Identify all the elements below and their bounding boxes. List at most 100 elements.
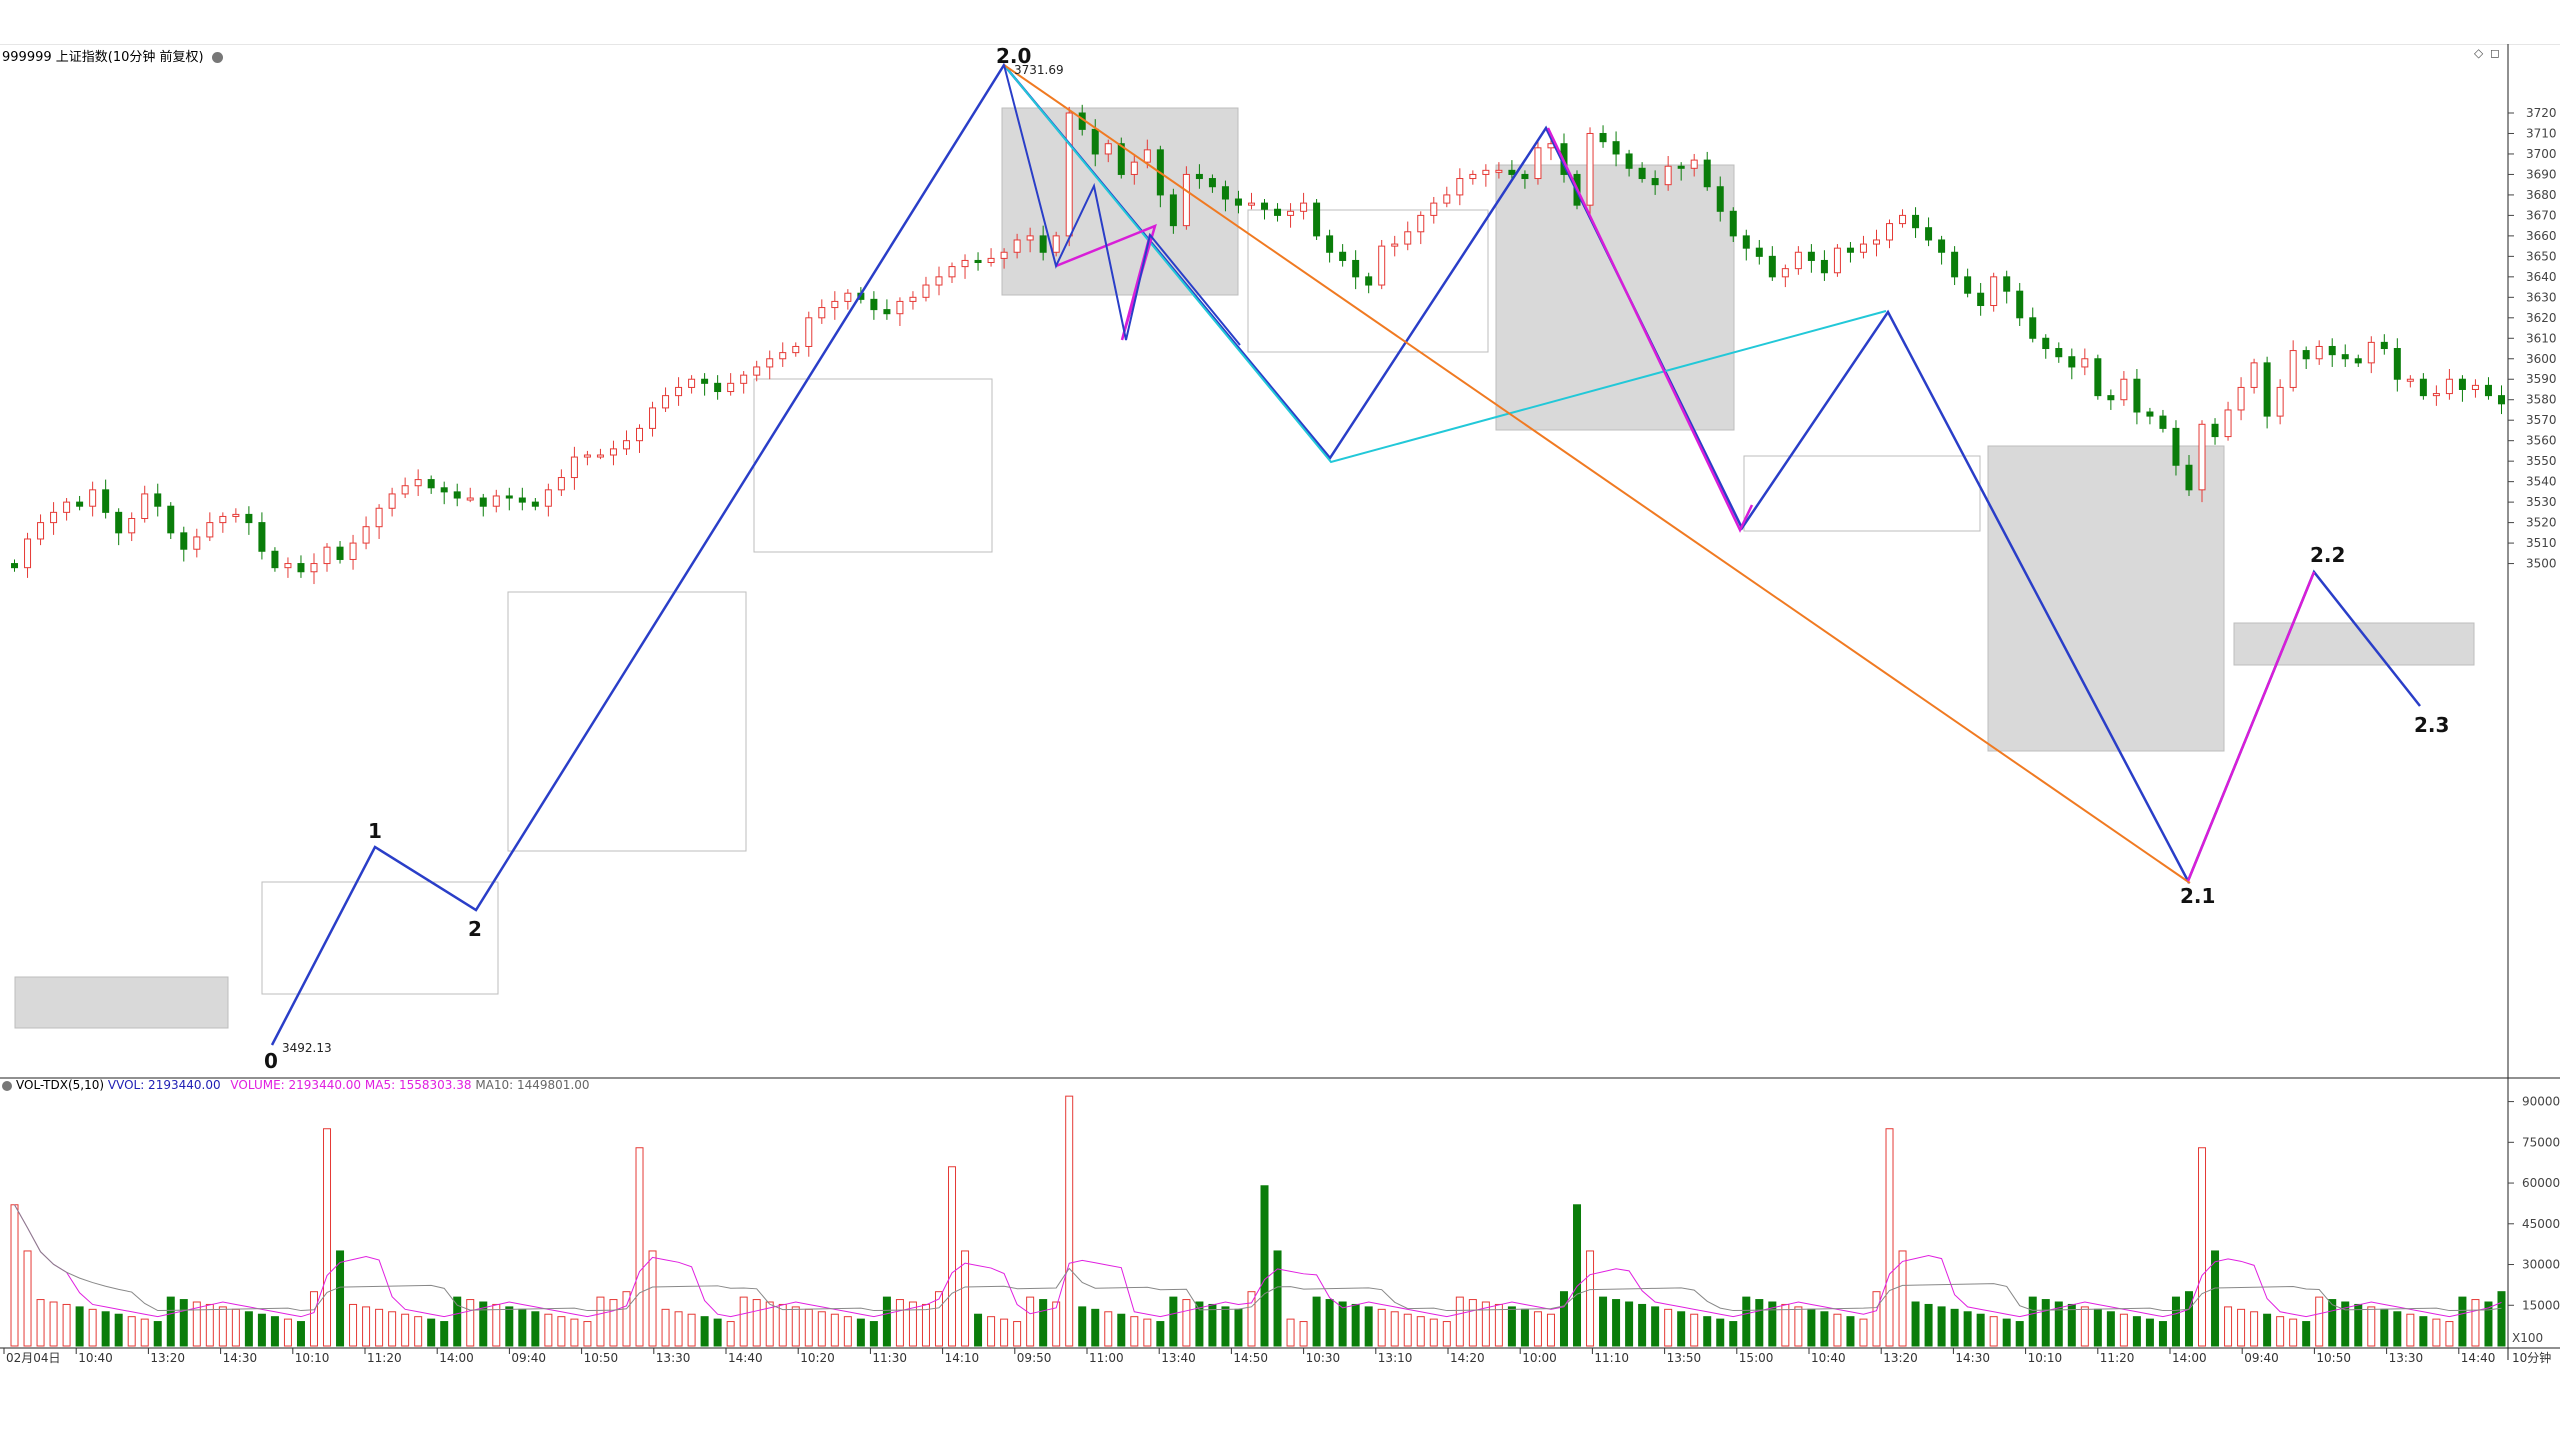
candle (1391, 243, 1399, 247)
candle (297, 563, 305, 573)
candle (479, 497, 487, 507)
candle (1886, 223, 1894, 241)
volume-bar (1937, 1306, 1946, 1347)
volume-bar (323, 1128, 332, 1347)
volume-bar (1755, 1299, 1764, 1347)
consolidation-box (1743, 455, 1981, 532)
candle (1951, 251, 1959, 278)
volume-bars (10, 1095, 2506, 1347)
candle (1365, 276, 1373, 286)
volume-bar (1325, 1299, 1334, 1347)
volume-bar (349, 1303, 358, 1347)
volume-bar (1221, 1306, 1230, 1347)
volume-bar (2237, 1308, 2246, 1347)
volume-bar (856, 1318, 865, 1347)
volume-bar (1963, 1311, 1972, 1347)
volume-bar (635, 1147, 644, 1347)
candle (141, 493, 149, 520)
volume-bar (114, 1313, 123, 1347)
candle (1313, 202, 1321, 237)
candle (909, 296, 917, 302)
volume-bar (1520, 1308, 1529, 1347)
volume-bar (2184, 1291, 2193, 1347)
candle (779, 352, 787, 360)
time-tick-label: 14:20 (1450, 1351, 1485, 1365)
volume-bar (1429, 1318, 1438, 1347)
cyan-wave-line (1003, 64, 1887, 464)
price-tick-label: 3710 (2526, 126, 2557, 140)
time-tick-label: 14:10 (945, 1351, 980, 1365)
consolidation-box (753, 378, 993, 553)
volume-bar (544, 1313, 553, 1347)
price-tick-label: 3580 (2526, 393, 2557, 407)
ma10-line (14, 1204, 2502, 1312)
volume-bar (1820, 1311, 1829, 1347)
candle (1378, 245, 1386, 286)
candle (844, 292, 852, 302)
candle (636, 427, 644, 442)
volume-bar (1807, 1308, 1816, 1347)
time-tick-label: 10:40 (1811, 1351, 1846, 1365)
volume-bar (2067, 1303, 2076, 1347)
volume-bar (1612, 1299, 1621, 1347)
volume-bar (2263, 1313, 2272, 1347)
volume-bar (1208, 1303, 1217, 1347)
candle (961, 259, 969, 268)
candle (1117, 143, 1125, 175)
candle (1859, 243, 1867, 253)
volume-bar (531, 1311, 540, 1347)
candle (688, 378, 696, 388)
candle (1000, 251, 1008, 259)
time-tick-label: 11:30 (872, 1351, 907, 1365)
chart-title: 999999 上证指数(10分钟 前复权) (2, 46, 223, 65)
maximize-icon[interactable]: ◻ (2490, 46, 2500, 60)
candle (1846, 247, 1854, 253)
candle (2003, 276, 2011, 292)
candle (1625, 153, 1633, 169)
price-tick-label: 3690 (2526, 167, 2557, 181)
candle (1794, 251, 1802, 270)
volume-tick-label: 45000 (2522, 1217, 2560, 1231)
volume-bar (1481, 1301, 1490, 1347)
wave-label: 2.1 (2180, 884, 2215, 908)
candle (2198, 423, 2206, 491)
volume-bar (2211, 1250, 2220, 1347)
volume-bar (1950, 1308, 1959, 1347)
candle (401, 485, 409, 495)
volume-bar (244, 1311, 253, 1347)
candle (662, 395, 670, 409)
volume-bar (1182, 1299, 1191, 1347)
candle (987, 257, 995, 264)
time-tick-label: 10:40 (78, 1351, 113, 1365)
consolidation-box (507, 591, 747, 852)
candle (2367, 341, 2375, 364)
volume-bar (2380, 1308, 2389, 1347)
candle (1872, 239, 1880, 245)
consolidation-box (1987, 445, 2225, 752)
volume-bar (596, 1296, 605, 1347)
volume-bar (2028, 1296, 2037, 1347)
candle (1899, 214, 1907, 225)
candle (1052, 235, 1060, 253)
volume-value: VOLUME: 2193440.00 (230, 1078, 362, 1092)
candle (1755, 247, 1763, 257)
settings-icon[interactable] (211, 52, 223, 63)
time-tick-label: 02月04日 (6, 1351, 61, 1365)
candle (609, 448, 617, 456)
restore-icon[interactable]: ◇ (2474, 46, 2484, 60)
volume-bar (1924, 1303, 1933, 1347)
volume-bar (2250, 1311, 2259, 1347)
volume-bar (2471, 1299, 2480, 1347)
wave-label: 2 (468, 917, 482, 941)
volume-bar (362, 1306, 371, 1347)
candle (1234, 198, 1242, 206)
volume-bar (2015, 1321, 2024, 1347)
volume-bar (713, 1318, 722, 1347)
wave-label: 2.0 (996, 44, 1031, 68)
volume-bar (2458, 1296, 2467, 1347)
volume-bar (505, 1306, 514, 1347)
volume-toggle-icon[interactable] (2, 1080, 12, 1091)
orange-trend-line (1003, 64, 2191, 884)
candle (1091, 128, 1099, 155)
